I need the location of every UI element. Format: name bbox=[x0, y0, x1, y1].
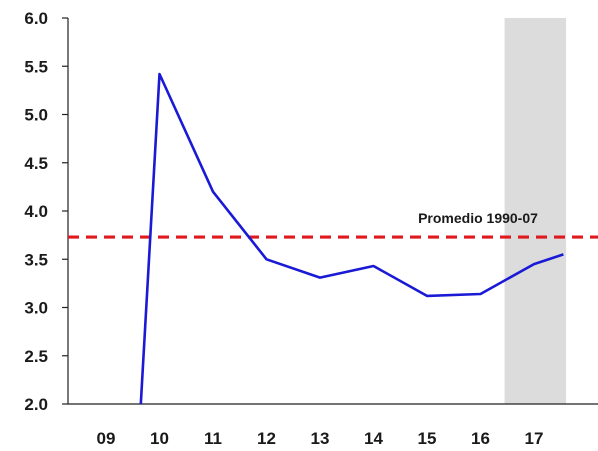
x-tick-label: 14 bbox=[364, 429, 383, 448]
x-tick-label: 13 bbox=[311, 429, 330, 448]
y-tick-label: 6.0 bbox=[24, 9, 48, 28]
y-tick-label: 5.5 bbox=[24, 57, 48, 76]
y-tick-label: 3.0 bbox=[24, 299, 48, 318]
x-tick-label: 15 bbox=[418, 429, 437, 448]
x-tick-label: 16 bbox=[471, 429, 490, 448]
reference-line-label: Promedio 1990-07 bbox=[418, 210, 538, 226]
x-tick-label: 12 bbox=[257, 429, 276, 448]
y-tick-label: 4.5 bbox=[24, 154, 48, 173]
series-line bbox=[139, 72, 564, 405]
x-tick-label: 11 bbox=[204, 429, 222, 448]
x-tick-label: 10 bbox=[150, 429, 169, 448]
x-tick-label: 17 bbox=[525, 429, 544, 448]
y-tick-label: 2.0 bbox=[24, 395, 48, 414]
y-tick-label: 4.0 bbox=[24, 202, 48, 221]
y-tick-label: 3.5 bbox=[24, 250, 48, 269]
y-tick-label: 2.5 bbox=[24, 347, 48, 366]
x-tick-label: 09 bbox=[97, 429, 116, 448]
shaded-projection-region bbox=[504, 18, 567, 404]
y-tick-label: 5.0 bbox=[24, 106, 48, 125]
